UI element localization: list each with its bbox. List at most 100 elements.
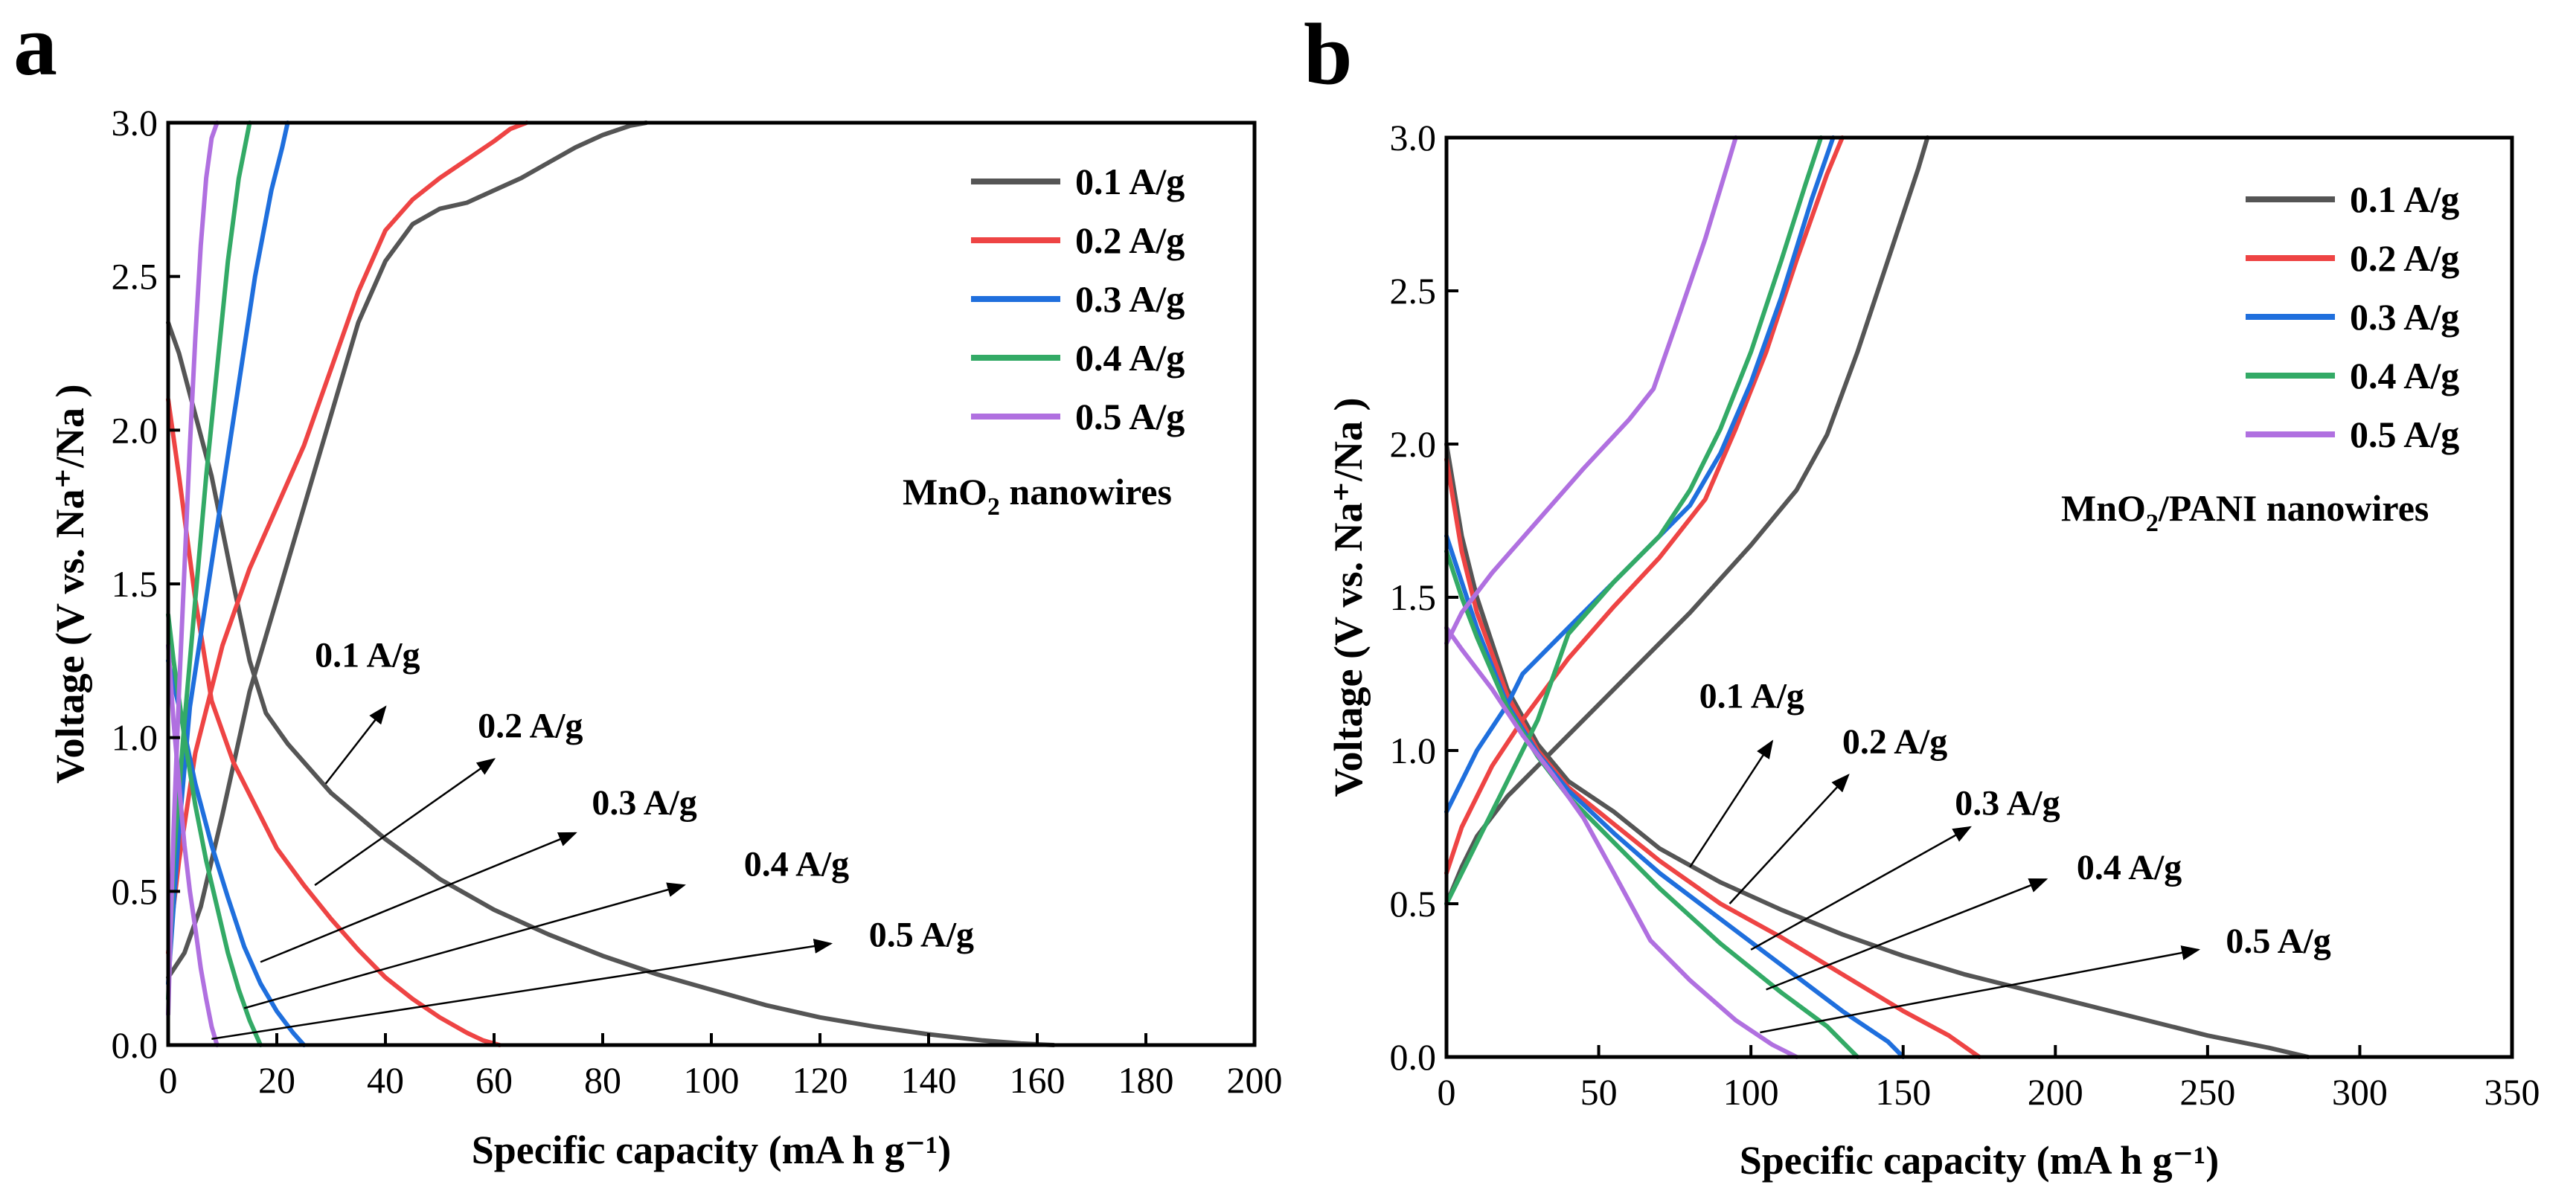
annotation-label-a-3: 0.3 A/g bbox=[592, 783, 696, 823]
annotation-label-b-3: 0.3 A/g bbox=[1955, 784, 2060, 823]
x-tick-label-b-7: 350 bbox=[2484, 1071, 2540, 1113]
x-tick-label-a-5: 100 bbox=[684, 1059, 740, 1101]
series-group-b bbox=[1444, 135, 2310, 1059]
annotation-arrow-a-2 bbox=[314, 758, 496, 887]
material-rest-b: /PANI nanowires bbox=[2158, 487, 2429, 529]
series-b-2-discharge-line bbox=[1444, 457, 1981, 1059]
series-a-4-charge-line bbox=[166, 120, 252, 1001]
material-sub-a: 2 bbox=[987, 493, 1000, 521]
tick-labels-b: 0 50 100 150 200 250 300 350 0.0 0.5 1.0 1.5 2.0 2.5 3… bbox=[1390, 117, 2540, 1113]
ticks-b bbox=[1445, 136, 2513, 1058]
material-label-a: MnO2 nanowires bbox=[903, 471, 1172, 521]
annotation-label-a-2: 0.2 A/g bbox=[478, 707, 583, 746]
x-tick-label-b-0: 0 bbox=[1438, 1071, 1456, 1113]
y-axis-label-a: Voltage (V vs. Na⁺/Na ) bbox=[48, 385, 92, 784]
panel-letter-a: a bbox=[13, 0, 57, 94]
y-tick-label-a-3: 1.5 bbox=[112, 563, 158, 605]
series-b-4-discharge-line bbox=[1444, 549, 1860, 1059]
series-a-5-charge-line bbox=[166, 120, 220, 1017]
x-tick-label-a-9: 180 bbox=[1118, 1059, 1174, 1101]
y-tick-label-b-2: 1.0 bbox=[1390, 730, 1437, 771]
annotation-arrow-b-1 bbox=[1689, 739, 1774, 868]
annotation-label-b-1: 0.1 A/g bbox=[1699, 676, 1804, 716]
annotation-label-b-4: 0.4 A/g bbox=[2077, 848, 2182, 887]
y-tick-label-b-3: 1.5 bbox=[1390, 576, 1437, 618]
y-tick-label-a-5: 2.5 bbox=[112, 256, 158, 298]
material-main-a: MnO bbox=[903, 471, 987, 512]
series-b-3-discharge-line bbox=[1444, 533, 1906, 1059]
ticks-a bbox=[167, 121, 1256, 1047]
x-tick-label-b-4: 200 bbox=[2028, 1071, 2083, 1113]
legend-label-b-2: 0.2 A/g bbox=[2350, 237, 2459, 279]
series-a-2-charge-line bbox=[166, 120, 529, 955]
legend-label-b-3: 0.3 A/g bbox=[2350, 296, 2459, 338]
material-main-b: MnO bbox=[2061, 487, 2146, 529]
annotation-arrow-a-4 bbox=[243, 882, 686, 1009]
y-tick-label-a-4: 2.0 bbox=[112, 409, 158, 451]
x-axis-label-a: Specific capacity (mA h g⁻¹) bbox=[472, 1128, 952, 1172]
y-tick-label-b-5: 2.5 bbox=[1390, 270, 1437, 312]
x-tick-label-b-2: 100 bbox=[1723, 1071, 1779, 1113]
material-label-b: MnO2/PANI nanowires bbox=[2061, 487, 2429, 537]
x-axis-label-b: Specific capacity (mA h g⁻¹) bbox=[1740, 1138, 2220, 1183]
legend-label-b-1: 0.1 A/g bbox=[2350, 179, 2459, 220]
x-tick-label-a-6: 120 bbox=[792, 1059, 848, 1101]
annotation-arrow-b-3 bbox=[1750, 826, 1972, 951]
y-tick-label-a-0: 0.0 bbox=[112, 1024, 158, 1066]
chart-panel-b: b 0 50 100 150 200 250 300 350 0.0 0.5 1.0 1.5 2.0 2.… bbox=[1304, 5, 2540, 1183]
y-tick-label-a-2: 1.0 bbox=[112, 717, 158, 759]
x-tick-label-a-10: 200 bbox=[1227, 1059, 1283, 1101]
x-tick-label-b-6: 300 bbox=[2332, 1071, 2388, 1113]
x-tick-label-a-7: 140 bbox=[901, 1059, 957, 1101]
series-b-4-charge-line bbox=[1444, 135, 1824, 906]
material-sub-b: 2 bbox=[2146, 510, 2159, 537]
series-group-a bbox=[166, 120, 1056, 1047]
legend-label-a-5: 0.5 A/g bbox=[1075, 396, 1185, 437]
legend-label-a-4: 0.4 A/g bbox=[1075, 337, 1185, 379]
series-b-5-discharge-line bbox=[1444, 626, 1799, 1059]
series-a-2-discharge-line bbox=[166, 397, 502, 1047]
series-a-1-charge-line bbox=[166, 120, 649, 980]
legend-a: 0.1 A/g 0.2 A/g 0.3 A/g 0.4 A/g 0.5 A/g bbox=[971, 161, 1185, 437]
material-rest-a: nanowires bbox=[1000, 471, 1172, 512]
series-a-1-discharge-line bbox=[166, 320, 1056, 1047]
legend-label-b-4: 0.4 A/g bbox=[2350, 355, 2459, 396]
annotations-a: 0.1 A/g 0.2 A/g0.3 A/g 0.4 A/g 0.5 A/g bbox=[211, 636, 974, 1040]
annotation-arrow-b-4 bbox=[1766, 878, 2048, 991]
annotation-arrow-a-3 bbox=[260, 832, 577, 963]
annotation-arrow-b-5 bbox=[1760, 945, 2201, 1034]
x-tick-label-a-2: 40 bbox=[367, 1059, 404, 1101]
y-tick-label-b-6: 3.0 bbox=[1390, 117, 1437, 158]
x-tick-label-a-3: 60 bbox=[475, 1059, 513, 1101]
x-tick-label-a-8: 160 bbox=[1010, 1059, 1066, 1101]
series-b-5-charge-line bbox=[1444, 135, 1738, 646]
x-tick-label-a-1: 20 bbox=[258, 1059, 295, 1101]
y-tick-label-b-1: 0.5 bbox=[1390, 883, 1437, 925]
chart-panel-a: a 0 20 40 60 80 100 120 140 160 180 200 0.0 0.5 1.0 1.… bbox=[13, 0, 1283, 1172]
annotation-arrow-a-1 bbox=[324, 705, 387, 785]
x-tick-label-b-3: 150 bbox=[1875, 1071, 1931, 1113]
x-tick-label-a-0: 0 bbox=[159, 1059, 178, 1101]
annotation-label-b-5: 0.5 A/g bbox=[2226, 922, 2330, 961]
y-tick-label-a-1: 0.5 bbox=[112, 870, 158, 912]
y-axis-label-b: Voltage (V vs. Na⁺/Na ) bbox=[1326, 398, 1371, 797]
annotation-arrow-b-2 bbox=[1728, 774, 1850, 904]
annotation-label-b-2: 0.2 A/g bbox=[1842, 722, 1947, 762]
tick-labels-a: 0 20 40 60 80 100 120 140 160 180 200 0.0 0.5 1.0 1.5 2… bbox=[112, 102, 1283, 1101]
x-tick-label-a-4: 80 bbox=[584, 1059, 621, 1101]
legend-label-b-5: 0.5 A/g bbox=[2350, 414, 2459, 455]
y-tick-label-a-6: 3.0 bbox=[112, 102, 158, 144]
x-tick-label-b-1: 50 bbox=[1580, 1071, 1618, 1113]
annotation-label-a-4: 0.4 A/g bbox=[744, 845, 849, 884]
annotation-label-a-1: 0.1 A/g bbox=[315, 636, 420, 675]
series-b-2-charge-line bbox=[1444, 135, 1845, 875]
y-tick-label-b-0: 0.0 bbox=[1390, 1036, 1437, 1078]
legend-label-a-1: 0.1 A/g bbox=[1075, 161, 1185, 202]
panel-letter-b: b bbox=[1304, 5, 1353, 103]
legend-b: 0.1 A/g 0.2 A/g 0.3 A/g 0.4 A/g 0.5 A/g bbox=[2246, 179, 2459, 455]
annotation-label-a-5: 0.5 A/g bbox=[869, 916, 974, 955]
annotations-b: 0.1 A/g 0.2 A/g0.3 A/g 0.4 A/g 0.5 A/g bbox=[1689, 676, 2331, 1034]
legend-label-a-2: 0.2 A/g bbox=[1075, 219, 1185, 261]
plot-frame-a bbox=[166, 120, 1257, 1047]
